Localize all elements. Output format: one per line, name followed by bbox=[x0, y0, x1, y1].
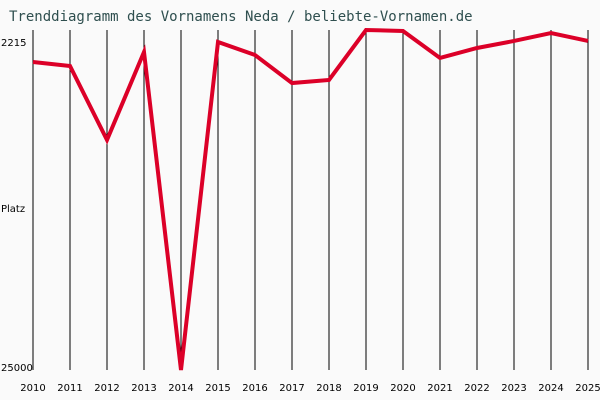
x-tick-2014: 2014 bbox=[168, 383, 193, 394]
y-axis-label: Platz bbox=[1, 204, 25, 215]
x-tick-2013: 2013 bbox=[131, 383, 156, 394]
x-tick-2016: 2016 bbox=[242, 383, 267, 394]
y-tick-top: 2215 bbox=[1, 38, 26, 49]
x-tick-2011: 2011 bbox=[57, 383, 82, 394]
x-tick-2018: 2018 bbox=[316, 383, 341, 394]
x-tick-2024: 2024 bbox=[538, 383, 563, 394]
x-tick-2019: 2019 bbox=[353, 383, 378, 394]
x-tick-2020: 2020 bbox=[390, 383, 415, 394]
chart-title: Trenddiagramm des Vornamens Neda / belie… bbox=[9, 9, 473, 25]
x-tick-2023: 2023 bbox=[501, 383, 526, 394]
x-tick-2021: 2021 bbox=[427, 383, 452, 394]
y-tick-bottom: 25000 bbox=[1, 363, 33, 374]
x-tick-2012: 2012 bbox=[94, 383, 119, 394]
x-tick-2010: 2010 bbox=[20, 383, 45, 394]
series-line bbox=[32, 27, 589, 371]
x-tick-2015: 2015 bbox=[205, 383, 230, 394]
x-tick-2017: 2017 bbox=[279, 383, 304, 394]
x-tick-2022: 2022 bbox=[464, 383, 489, 394]
x-tick-2025: 2025 bbox=[575, 383, 600, 394]
